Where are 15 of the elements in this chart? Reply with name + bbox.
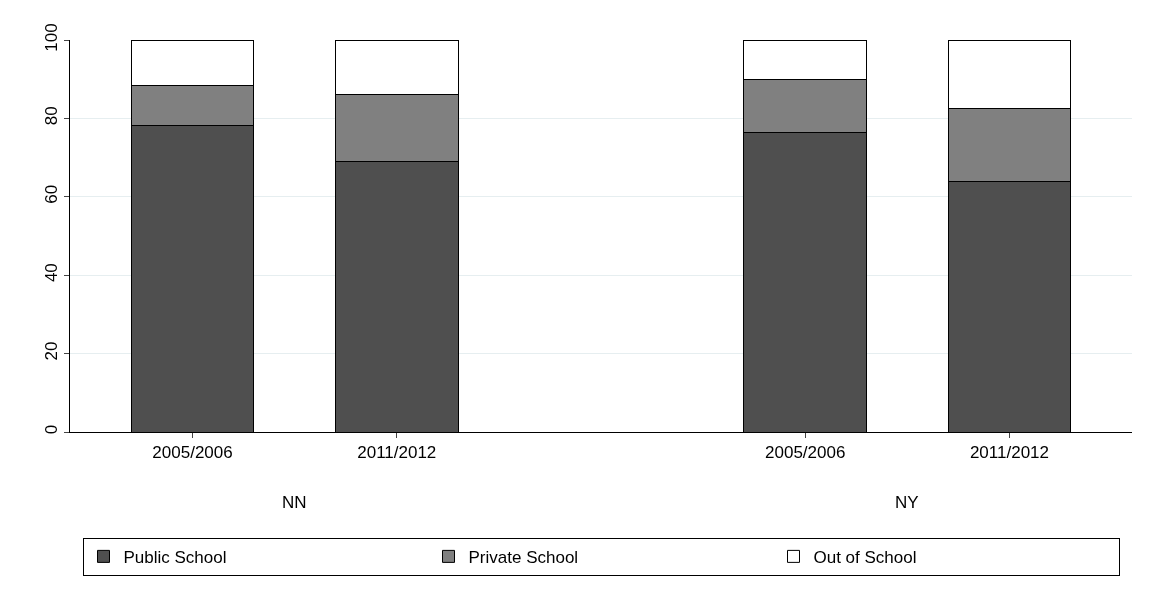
x-tick-label: 2011/2012 [969,443,1050,463]
text: NY [895,493,919,512]
y-tick-label: 20 [42,341,62,361]
y-tick-label: 100 [42,23,62,52]
y-tick-label: 40 [42,263,62,283]
x-tick-label: 2011/2012 [357,443,437,463]
x-tick-label: 2005/2006 [765,443,846,463]
legend-label: Public School [123,548,227,568]
x-tick-label: 2005/2006 [152,443,233,463]
legend-label: Private School [468,548,579,568]
y-tick-label: 0 [42,424,62,435]
text: NN [282,493,307,512]
y-tick-label: 80 [42,106,62,126]
y-tick-label: 60 [42,184,62,204]
legend-label: Out of School [813,548,917,568]
